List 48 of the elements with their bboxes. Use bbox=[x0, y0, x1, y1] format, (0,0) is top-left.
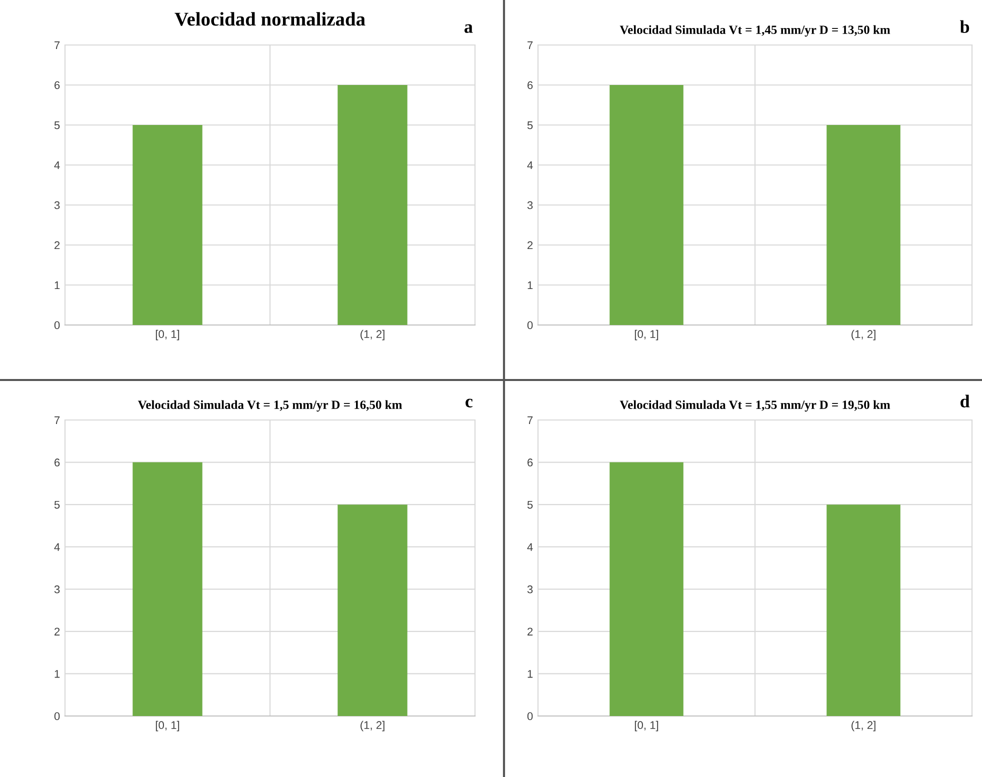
y-tick-label: 4 bbox=[54, 161, 60, 170]
y-tick-label: 1 bbox=[528, 281, 533, 290]
y-tick-label: 3 bbox=[54, 585, 60, 594]
y-tick-label: 3 bbox=[54, 201, 60, 210]
y-tick-label: 5 bbox=[54, 500, 60, 509]
y-tick-label: 4 bbox=[527, 161, 533, 170]
y-tick-label: 0 bbox=[527, 321, 533, 330]
text: d bbox=[960, 394, 970, 408]
x-tick-label: [0, 1] bbox=[156, 720, 180, 732]
y-tick-label: 1 bbox=[528, 670, 533, 678]
x-tick-label: [0, 1] bbox=[634, 720, 658, 732]
y-tick-label: 0 bbox=[54, 321, 60, 330]
text: c bbox=[466, 398, 472, 408]
y-tick-label: 3 bbox=[527, 585, 533, 594]
y-tick-label: 7 bbox=[528, 41, 533, 50]
x-tick-label: (1, 2] bbox=[852, 330, 876, 340]
x-tick-label: (1, 2] bbox=[360, 720, 384, 732]
y-tick-label: 4 bbox=[54, 543, 60, 551]
text: b bbox=[960, 20, 970, 33]
y-tick-label: 2 bbox=[528, 241, 533, 250]
y-tick-label: 5 bbox=[527, 121, 533, 130]
y-tick-label: 1 bbox=[54, 670, 60, 678]
y-tick-label: 5 bbox=[54, 121, 60, 130]
y-tick-label: 4 bbox=[527, 543, 533, 551]
text: a bbox=[464, 24, 473, 33]
y-tick-label: 6 bbox=[528, 81, 533, 90]
y-tick-label: 3 bbox=[527, 201, 533, 210]
y-tick-label: 7 bbox=[528, 416, 533, 424]
y-tick-label: 6 bbox=[528, 458, 533, 466]
x-tick-label: [0, 1] bbox=[156, 330, 180, 340]
y-tick-label: 7 bbox=[54, 416, 60, 424]
y-tick-label: 6 bbox=[54, 458, 60, 466]
x-tick-label: (1, 2] bbox=[852, 720, 876, 732]
y-tick-label: 6 bbox=[54, 81, 60, 90]
y-tick-label: 2 bbox=[528, 628, 533, 636]
y-tick-label: 0 bbox=[527, 712, 533, 720]
y-tick-label: 1 bbox=[54, 281, 60, 290]
chart-title: Velocidad Simulada Vt = 1,5 mm/yr D = 16,50 km bbox=[138, 400, 402, 412]
chart-title: Velocidad Simulada Vt = 1,55 mm/yr D = 19,50 km bbox=[620, 400, 890, 412]
x-tick-label: (1, 2] bbox=[360, 330, 384, 340]
y-tick-label: 7 bbox=[54, 41, 60, 50]
chart-title: Velocidad Simulada Vt = 1,45 mm/yr D = 13,50 km bbox=[620, 25, 890, 37]
y-tick-label: 2 bbox=[54, 241, 60, 250]
y-tick-label: 2 bbox=[54, 628, 60, 636]
y-tick-label: 5 bbox=[527, 500, 533, 509]
chart-title: Velocidad normalizada bbox=[174, 12, 366, 26]
x-tick-label: [0, 1] bbox=[634, 330, 658, 340]
y-tick-label: 0 bbox=[54, 712, 60, 720]
